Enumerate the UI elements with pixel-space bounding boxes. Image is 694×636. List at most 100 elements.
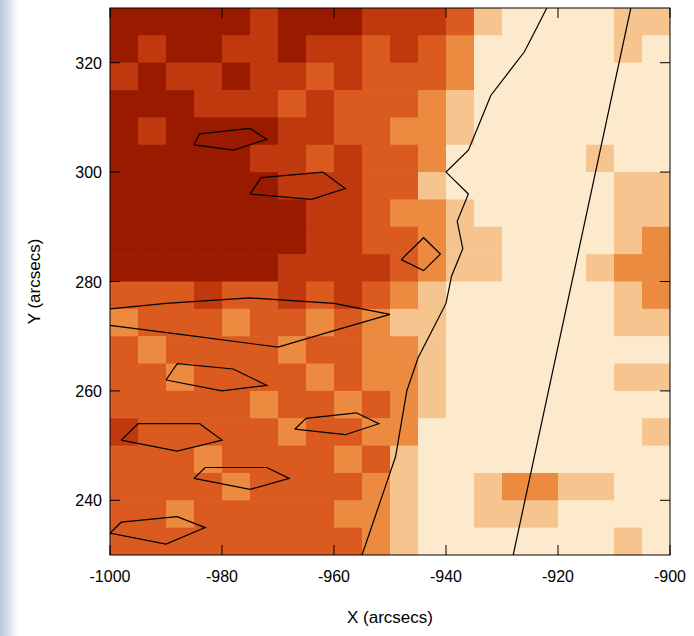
- heat-cell: [586, 418, 615, 446]
- heat-cell: [558, 172, 587, 200]
- contour: [362, 8, 547, 555]
- heat-cell: [446, 63, 475, 91]
- heat-cell: [222, 418, 251, 446]
- heat-cell: [250, 254, 279, 282]
- heat-cell: [194, 227, 223, 255]
- heat-cell: [418, 282, 447, 310]
- heat-cell: [166, 8, 195, 36]
- heat-cell: [334, 227, 363, 255]
- heat-cell: [306, 528, 335, 555]
- heat-cell: [278, 35, 307, 63]
- y-tick-right: [660, 390, 670, 391]
- heat-cell: [642, 391, 670, 419]
- heat-cell: [250, 227, 279, 255]
- heat-cell: [446, 500, 475, 528]
- y-tick-label: 320: [75, 55, 102, 72]
- heat-cell: [222, 172, 251, 200]
- heat-cell: [222, 528, 251, 555]
- heat-cell: [558, 145, 587, 173]
- heat-cell: [334, 336, 363, 364]
- heat-cell: [558, 473, 587, 501]
- x-tick-label: -1000: [90, 568, 131, 585]
- heat-cell: [614, 199, 643, 227]
- heat-cell: [474, 90, 503, 118]
- heat-cell: [530, 528, 559, 555]
- heat-cell: [642, 227, 670, 255]
- heat-cell: [334, 8, 363, 36]
- heat-cell: [558, 63, 587, 91]
- heat-cell: [642, 199, 670, 227]
- heat-cell: [194, 63, 223, 91]
- heat-cell: [502, 336, 531, 364]
- contour: [166, 364, 267, 391]
- heat-cell: [278, 117, 307, 145]
- x-tick-top: [446, 8, 447, 18]
- heat-cell: [250, 336, 279, 364]
- contour: [295, 413, 379, 435]
- heat-cell: [390, 528, 419, 555]
- heat-cell: [446, 117, 475, 145]
- heat-cell: [614, 418, 643, 446]
- heat-cell: [558, 309, 587, 337]
- heat-cell: [418, 35, 447, 63]
- heat-cell: [334, 528, 363, 555]
- heat-cell: [222, 35, 251, 63]
- heat-cell: [446, 391, 475, 419]
- heat-cell: [474, 8, 503, 36]
- heat-cell: [530, 364, 559, 392]
- heat-cell: [418, 500, 447, 528]
- heat-cell: [474, 473, 503, 501]
- heat-cell: [306, 117, 335, 145]
- heat-cell: [110, 364, 139, 392]
- heat-cell: [278, 309, 307, 337]
- heat-cell: [558, 117, 587, 145]
- x-tick-label: -900: [654, 568, 686, 585]
- heat-cell: [138, 117, 167, 145]
- heat-cell: [250, 446, 279, 474]
- heat-cell: [362, 8, 391, 36]
- y-tick-right: [660, 500, 670, 501]
- heat-cell: [502, 8, 531, 36]
- heat-cell: [306, 199, 335, 227]
- heat-cell: [530, 391, 559, 419]
- x-tick-label: -960: [318, 568, 350, 585]
- heat-cell: [474, 500, 503, 528]
- heat-cell: [166, 117, 195, 145]
- heat-cell: [166, 528, 195, 555]
- heat-cell: [362, 364, 391, 392]
- heat-cell: [278, 63, 307, 91]
- heat-cell: [334, 35, 363, 63]
- heat-cell: [334, 364, 363, 392]
- heat-cell: [194, 528, 223, 555]
- heat-cell: [362, 199, 391, 227]
- heat-cell: [502, 199, 531, 227]
- heat-cell: [502, 172, 531, 200]
- heat-cell: [418, 63, 447, 91]
- heat-cell: [110, 63, 139, 91]
- heat-cell: [278, 500, 307, 528]
- heat-cell: [418, 145, 447, 173]
- heat-cell: [642, 172, 670, 200]
- heat-cell: [222, 254, 251, 282]
- heat-cell: [474, 418, 503, 446]
- heat-cell: [586, 500, 615, 528]
- heat-cell: [334, 117, 363, 145]
- heat-cell: [138, 145, 167, 173]
- heat-cell: [222, 309, 251, 337]
- heat-cell: [586, 282, 615, 310]
- y-tick: [110, 390, 120, 391]
- heat-cell: [306, 35, 335, 63]
- heat-cell: [278, 391, 307, 419]
- heat-cell: [642, 117, 670, 145]
- heat-cell: [334, 500, 363, 528]
- heat-cell: [110, 90, 139, 118]
- heat-cell: [418, 199, 447, 227]
- heat-cell: [446, 90, 475, 118]
- heat-cell: [558, 199, 587, 227]
- heat-cell: [502, 254, 531, 282]
- heat-cell: [222, 227, 251, 255]
- heat-cell: [306, 500, 335, 528]
- heat-cell: [530, 309, 559, 337]
- heat-cell: [194, 8, 223, 36]
- heat-cell: [558, 336, 587, 364]
